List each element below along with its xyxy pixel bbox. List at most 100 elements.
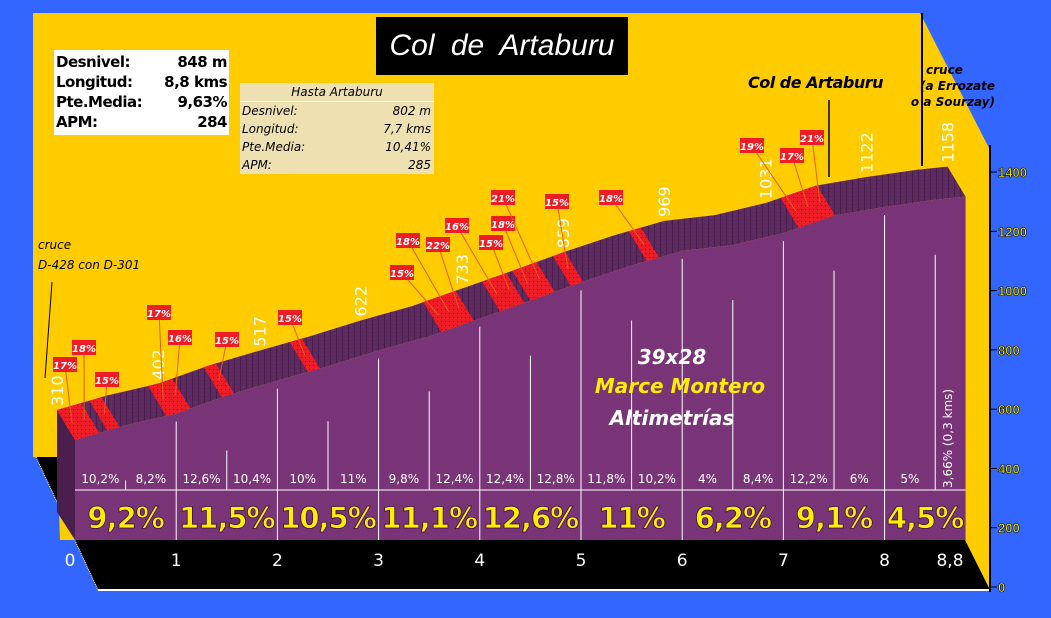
ramp-leader-line	[407, 240, 449, 312]
ramp-label-box	[491, 216, 515, 231]
ramp-label: 17%	[147, 309, 171, 320]
ramp-label: 17%	[53, 361, 77, 372]
floor	[36, 457, 990, 590]
x-tick-label: 7	[778, 551, 789, 571]
x-tick-label: 3	[373, 551, 384, 571]
ramp-label: 15%	[545, 198, 569, 209]
stat-row: Pte.Media: 10,41%	[240, 138, 434, 156]
ramp-leader-line	[791, 155, 809, 207]
half-km-gradient-label: 8,4%	[743, 472, 774, 486]
ramp-label-box	[147, 305, 171, 320]
ramp-band	[628, 227, 659, 262]
ramp-label-box	[740, 138, 764, 153]
stat-row: Desnivel: 802 m	[240, 102, 434, 120]
stat-label: APM:	[242, 158, 272, 172]
ramp-label-box	[599, 190, 623, 205]
x-tick-label: 5	[576, 551, 587, 571]
stat-row: Pte.Media: 9,63%	[56, 92, 227, 112]
ramp-label: 15%	[95, 376, 119, 387]
stat-value: 285	[408, 158, 431, 172]
ramp-label-box	[780, 148, 804, 163]
ramp-label: 18%	[396, 237, 420, 248]
page-title: Col de Artaburu	[376, 17, 628, 75]
x-tick-label: 8	[879, 551, 890, 571]
stat-label: Pte.Media:	[242, 140, 306, 154]
elevation-label: 622	[352, 286, 371, 317]
stat-value: 8,8 kms	[164, 73, 227, 91]
elevation-label: 402	[149, 349, 168, 380]
ramp-label-box	[479, 235, 503, 250]
stat-label: APM:	[56, 113, 98, 131]
ramp-label-box	[72, 340, 96, 355]
half-km-gradient-label: 10,2%	[638, 472, 676, 486]
start-annotation: cruce D-428 con D-301	[38, 235, 140, 275]
stat-label: Longitud:	[56, 73, 133, 91]
km-average-gradient-label: 4,5%	[887, 501, 964, 535]
stat-row: Desnivel: 848 m	[56, 52, 227, 72]
x-tick-label: 1	[171, 551, 182, 571]
km-average-gradient-label: 6,2%	[695, 501, 772, 535]
profile-side-face	[57, 410, 75, 540]
summit-stats-box: Hasta Artaburu Desnivel: 802 m Longitud: 7…	[240, 83, 434, 174]
ramp-band	[203, 363, 234, 398]
half-km-gradient-label: 8,2%	[136, 472, 167, 486]
y-tick-label: 1400	[998, 165, 1027, 180]
ramp-leader-line	[502, 197, 541, 280]
annotation-line: cruce	[38, 238, 72, 252]
ramp-label-box	[800, 130, 824, 145]
credit-line: 39x28	[638, 345, 707, 369]
profile-group: 10,2% 8,2% 12,6% 10,4% 10% 11% 9,8% 12,4% 12,4% 1…	[48, 122, 966, 571]
ramp-label: 15%	[215, 336, 239, 347]
stat-label: Pte.Media:	[56, 93, 143, 111]
stat-value: 284	[197, 113, 227, 131]
profile-front-face	[75, 196, 966, 540]
stat-value: 9,63%	[177, 93, 227, 111]
annotation-line: (a Errozate	[920, 79, 995, 93]
half-km-gradient-label: 10,4%	[233, 472, 271, 486]
ramp-leader-line	[158, 312, 164, 400]
half-km-gradient-label: 5%	[900, 472, 919, 486]
ramp-leader-line	[456, 225, 498, 295]
ramp-label-box	[491, 190, 515, 205]
ramp-label: 21%	[800, 134, 824, 145]
y-tick-label: 600	[998, 402, 1020, 417]
ramp-label: 18%	[72, 344, 96, 355]
stat-row: APM: 284	[56, 112, 227, 132]
summit-stats-title: Hasta Artaburu	[240, 83, 434, 102]
elevation-label: 733	[453, 254, 472, 285]
ramp-label: 15%	[390, 269, 414, 280]
ramp-band	[160, 378, 191, 413]
half-km-gradient-label: 10%	[289, 472, 316, 486]
elevation-label: 859	[554, 218, 573, 249]
ramp-band	[552, 251, 584, 287]
km-average-gradient-label: 9,2%	[87, 501, 164, 535]
elevation-label: 1158	[939, 122, 958, 163]
km-average-gradient-label: 11%	[598, 501, 665, 535]
elevation-label: 1031	[756, 158, 775, 199]
ramp-label: 18%	[599, 194, 623, 205]
floor-left-edge	[35, 456, 99, 591]
stat-value: 802 m	[392, 104, 431, 118]
end-annotation: cruce (a Errozate o a Sourzay)	[900, 62, 995, 110]
summit-annotation: Col de Artaburu	[748, 73, 884, 92]
stat-value: 7,7 kms	[383, 122, 431, 136]
y-tick-label: 1000	[998, 284, 1027, 299]
ramp-label-box	[278, 310, 302, 325]
ramp-leader-line	[490, 242, 510, 291]
km-average-gradient-label: 12,6%	[483, 501, 580, 535]
ramp-leader-line	[502, 223, 528, 284]
ramp-leader-line	[811, 137, 821, 203]
ramp-label-box	[215, 332, 239, 347]
stat-row: Longitud: 8,8 kms	[56, 72, 227, 92]
last-segment-gradient-label: 3,66% (0,3 kms)	[941, 389, 955, 488]
stat-row: Longitud: 7,7 kms	[240, 120, 434, 138]
start-leader-line	[44, 281, 53, 379]
ramp-leader-line	[556, 201, 569, 269]
ramp-label: 22%	[426, 241, 450, 252]
ramp-label-box	[95, 372, 119, 387]
half-km-gradient-label: 11%	[340, 472, 367, 486]
ramp-leader-line	[751, 145, 797, 211]
ramp-label-box	[545, 194, 569, 209]
km-average-gradient-label: 11,1%	[381, 501, 478, 535]
